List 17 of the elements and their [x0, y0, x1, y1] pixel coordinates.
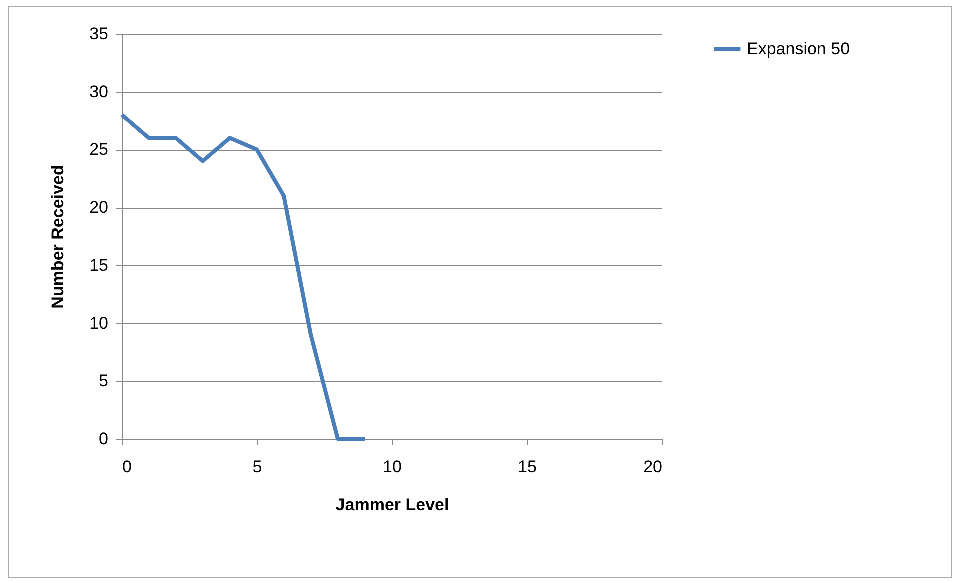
- y-tick-label: 35: [90, 24, 108, 44]
- line-series: [120, 113, 367, 441]
- x-tick-label: 10: [383, 458, 402, 476]
- x-tick-label: 15: [518, 458, 537, 476]
- y-tick-label: 0: [99, 430, 108, 448]
- y-tick-label: 30: [90, 82, 108, 102]
- y-tick-label: 10: [90, 314, 108, 333]
- y-tick-label: 25: [90, 140, 108, 160]
- x-tick-label: 20: [644, 458, 662, 476]
- x-tick-label: 0: [122, 458, 132, 476]
- y-tick-label: 20: [90, 198, 108, 218]
- x-axis-title: Jammer Level: [336, 496, 450, 514]
- x-tick-label: 5: [252, 458, 262, 476]
- y-tick-label: 5: [99, 372, 108, 391]
- legend-label: Expansion 50: [747, 40, 850, 58]
- y-tick-label: 15: [90, 256, 108, 275]
- y-axis-title: Number Received: [48, 165, 68, 309]
